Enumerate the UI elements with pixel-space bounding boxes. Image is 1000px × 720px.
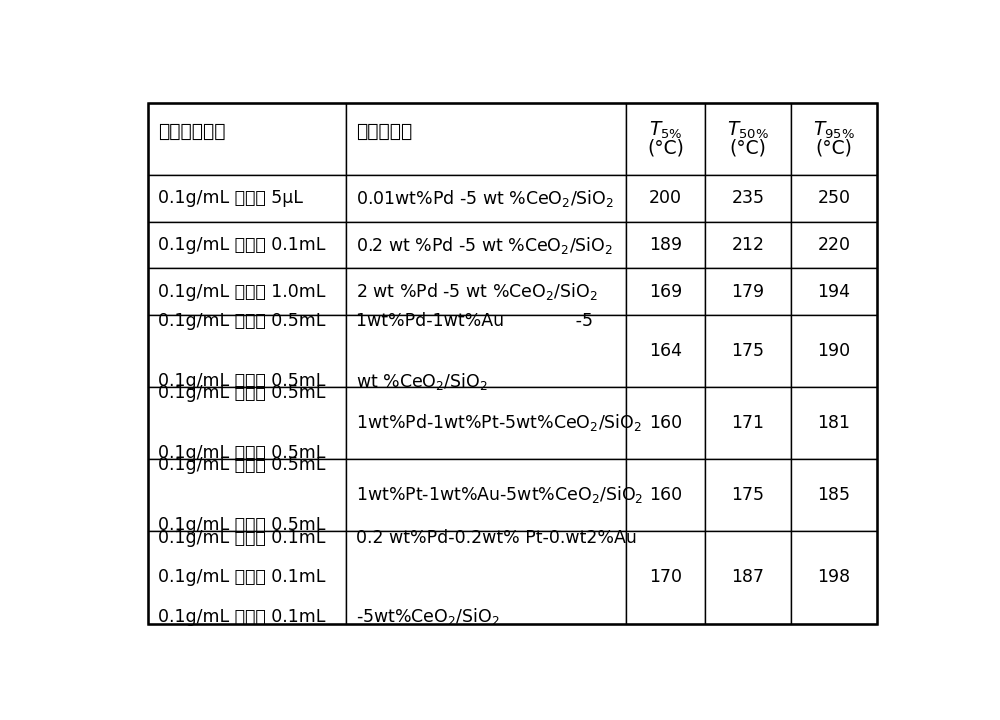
- Text: 0.1g/mL 氯铂酸 0.5mL: 0.1g/mL 氯铂酸 0.5mL: [158, 444, 325, 462]
- Bar: [148, 222, 346, 269]
- Text: 0.1g/mL 氯钒酸 0.1mL: 0.1g/mL 氯钒酸 0.1mL: [158, 529, 325, 547]
- Text: 0.1g/mL 氯钒酸 0.1mL: 0.1g/mL 氯钒酸 0.1mL: [158, 236, 325, 254]
- Text: 190: 190: [817, 342, 850, 360]
- Bar: [346, 222, 626, 269]
- Bar: [626, 387, 705, 459]
- Bar: [626, 175, 705, 222]
- Text: 1wt%Pd-1wt%Au             -5: 1wt%Pd-1wt%Au -5: [356, 312, 593, 330]
- Text: 0.1g/mL 氯钒酸 1.0mL: 0.1g/mL 氯钒酸 1.0mL: [158, 283, 325, 301]
- Text: 0.1g/mL 氯钒酸 5μL: 0.1g/mL 氯钒酸 5μL: [158, 189, 302, 207]
- Text: 198: 198: [817, 568, 850, 586]
- Bar: [791, 103, 877, 175]
- Text: 175: 175: [731, 342, 764, 360]
- Bar: [626, 531, 705, 624]
- Text: 1wt%Pd-1wt%Pt-5wt%CeO$_2$/SiO$_2$: 1wt%Pd-1wt%Pt-5wt%CeO$_2$/SiO$_2$: [356, 413, 642, 433]
- Text: 169: 169: [649, 283, 682, 301]
- Text: 0.1g/mL 氯钒酸 0.5mL: 0.1g/mL 氯钒酸 0.5mL: [158, 384, 325, 402]
- Bar: [705, 222, 791, 269]
- Text: 181: 181: [817, 414, 850, 432]
- Text: 212: 212: [731, 236, 764, 254]
- Bar: [346, 531, 626, 624]
- Text: $T_{95\%}$: $T_{95\%}$: [813, 120, 855, 141]
- Bar: [346, 459, 626, 531]
- Text: 185: 185: [817, 486, 850, 504]
- Bar: [705, 315, 791, 387]
- Bar: [626, 222, 705, 269]
- Text: -5wt%CeO$_2$/SiO$_2$: -5wt%CeO$_2$/SiO$_2$: [356, 606, 499, 627]
- Text: (°C): (°C): [815, 138, 852, 157]
- Text: 171: 171: [731, 414, 764, 432]
- Text: 贵金属前驱体: 贵金属前驱体: [158, 122, 225, 141]
- Bar: [791, 531, 877, 624]
- Bar: [626, 459, 705, 531]
- Bar: [148, 387, 346, 459]
- Bar: [148, 315, 346, 387]
- Bar: [791, 459, 877, 531]
- Bar: [346, 103, 626, 175]
- Text: 189: 189: [649, 236, 682, 254]
- Bar: [148, 103, 346, 175]
- Bar: [148, 269, 346, 315]
- Text: 0.2 wt %Pd -5 wt %CeO$_2$/SiO$_2$: 0.2 wt %Pd -5 wt %CeO$_2$/SiO$_2$: [356, 235, 613, 256]
- Text: $T_{50\%}$: $T_{50\%}$: [727, 120, 769, 141]
- Bar: [148, 459, 346, 531]
- Text: 235: 235: [731, 189, 764, 207]
- Bar: [148, 531, 346, 624]
- Bar: [791, 222, 877, 269]
- Text: 250: 250: [817, 189, 850, 207]
- Bar: [346, 269, 626, 315]
- Text: 0.1g/mL 氯钒酸 0.5mL: 0.1g/mL 氯钒酸 0.5mL: [158, 312, 325, 330]
- Bar: [705, 175, 791, 222]
- Text: 187: 187: [731, 568, 764, 586]
- Bar: [705, 531, 791, 624]
- Text: 200: 200: [649, 189, 682, 207]
- Text: 160: 160: [649, 486, 682, 504]
- Text: 179: 179: [731, 283, 764, 301]
- Text: 2 wt %Pd -5 wt %CeO$_2$/SiO$_2$: 2 wt %Pd -5 wt %CeO$_2$/SiO$_2$: [356, 282, 597, 302]
- Text: (°C): (°C): [647, 138, 684, 157]
- Text: 194: 194: [817, 283, 850, 301]
- Text: 0.1g/mL 氯金酸 0.1mL: 0.1g/mL 氯金酸 0.1mL: [158, 608, 325, 626]
- Bar: [346, 175, 626, 222]
- Text: 164: 164: [649, 342, 682, 360]
- Text: 220: 220: [817, 236, 850, 254]
- Text: 170: 170: [649, 568, 682, 586]
- Text: (°C): (°C): [729, 138, 766, 157]
- Bar: [791, 315, 877, 387]
- Bar: [705, 103, 791, 175]
- Bar: [346, 315, 626, 387]
- Text: 0.1g/mL 氯金酸 0.5mL: 0.1g/mL 氯金酸 0.5mL: [158, 372, 325, 390]
- Text: 160: 160: [649, 414, 682, 432]
- Bar: [626, 315, 705, 387]
- Bar: [705, 459, 791, 531]
- Bar: [346, 387, 626, 459]
- Bar: [705, 387, 791, 459]
- Bar: [626, 269, 705, 315]
- Bar: [626, 103, 705, 175]
- Bar: [148, 175, 346, 222]
- Text: 0.1g/mL 氯铂酸 0.5mL: 0.1g/mL 氯铂酸 0.5mL: [158, 456, 325, 474]
- Bar: [791, 269, 877, 315]
- Text: 0.1g/mL 氯金酸 0.5mL: 0.1g/mL 氯金酸 0.5mL: [158, 516, 325, 534]
- Text: 0.1g/mL 氯铂酸 0.1mL: 0.1g/mL 氯铂酸 0.1mL: [158, 568, 325, 586]
- Text: 175: 175: [731, 486, 764, 504]
- Bar: [791, 175, 877, 222]
- Bar: [705, 269, 791, 315]
- Bar: [791, 387, 877, 459]
- Text: 0.01wt%Pd -5 wt %CeO$_2$/SiO$_2$: 0.01wt%Pd -5 wt %CeO$_2$/SiO$_2$: [356, 188, 614, 209]
- Text: 1wt%Pt-1wt%Au-5wt%CeO$_2$/SiO$_2$: 1wt%Pt-1wt%Au-5wt%CeO$_2$/SiO$_2$: [356, 484, 643, 505]
- Text: wt %CeO$_2$/SiO$_2$: wt %CeO$_2$/SiO$_2$: [356, 371, 488, 392]
- Text: 0.2 wt%Pd-0.2wt% Pt-0.wt2%Au: 0.2 wt%Pd-0.2wt% Pt-0.wt2%Au: [356, 529, 636, 547]
- Text: $T_{5\%}$: $T_{5\%}$: [649, 120, 682, 141]
- Text: 催化剂种类: 催化剂种类: [356, 122, 412, 141]
